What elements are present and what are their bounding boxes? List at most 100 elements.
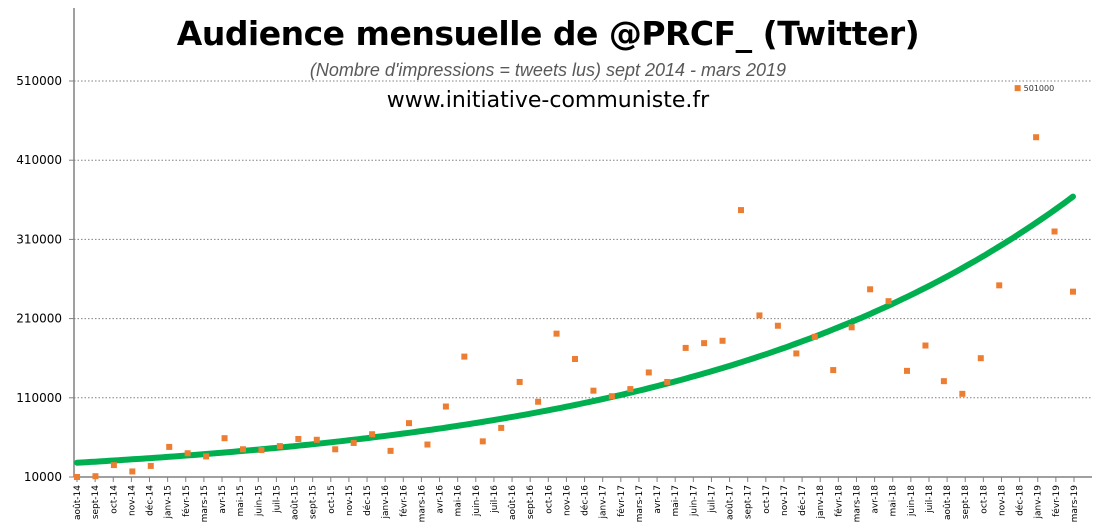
data-point xyxy=(719,337,726,344)
x-tick-label: juin-15 xyxy=(254,485,264,517)
x-tick-label: sept-15 xyxy=(309,485,319,519)
data-point xyxy=(369,431,376,438)
data-point xyxy=(240,446,246,453)
x-tick-label: juil-17 xyxy=(707,485,717,514)
data-point xyxy=(147,462,154,469)
data-point xyxy=(535,398,542,405)
data-point xyxy=(904,367,910,374)
data-point xyxy=(332,446,339,453)
x-tick-label: juil-16 xyxy=(490,485,500,514)
x-tick-label: mars-19 xyxy=(1070,485,1080,522)
data-point xyxy=(295,435,302,442)
x-tick-label: janv-19 xyxy=(1034,485,1044,520)
x-tick-label: août-16 xyxy=(508,485,518,520)
x-tick-label: nov-17 xyxy=(780,485,790,516)
x-tick-label: avr-16 xyxy=(436,485,446,514)
trendline xyxy=(74,193,1076,466)
data-point xyxy=(166,443,173,450)
chart-title: Audience mensuelle de @PRCF_ (Twitter) xyxy=(176,14,920,53)
x-tick-label: févr-15 xyxy=(181,485,192,517)
y-tick-label: 210000 xyxy=(16,312,62,326)
x-tick-label: mars-16 xyxy=(417,485,427,522)
x-tick-label: sept-16 xyxy=(526,485,536,519)
x-tick-label: janv-18 xyxy=(816,485,826,520)
data-point xyxy=(701,340,708,347)
x-tick-label: févr-17 xyxy=(616,485,627,517)
data-point xyxy=(74,474,80,480)
data-point xyxy=(387,447,394,454)
data-point xyxy=(774,322,781,329)
data-point xyxy=(738,207,744,214)
x-tick-label: août-15 xyxy=(291,485,301,520)
x-tick-label: oct-17 xyxy=(762,485,772,514)
x-tick-label: mars-17 xyxy=(635,485,645,522)
x-tick-label: sept-14 xyxy=(91,485,101,519)
x-tick-label: nov-14 xyxy=(127,485,137,516)
x-tick-label: févr-19 xyxy=(1051,485,1062,517)
x-tick-label: mai-17 xyxy=(671,485,681,516)
x-tick-label: août-18 xyxy=(943,485,953,520)
x-tick-label: juil-18 xyxy=(925,485,935,514)
x-tick-label: avr-18 xyxy=(871,485,881,514)
data-point xyxy=(129,468,136,475)
data-point xyxy=(848,324,855,331)
x-tick-label: mai-18 xyxy=(889,485,899,517)
x-tick-label: déc-17 xyxy=(797,485,808,516)
x-tick-label: nov-16 xyxy=(562,485,572,516)
x-tick-label: sept-17 xyxy=(744,485,754,519)
data-label: 501000 xyxy=(1024,84,1055,93)
data-point xyxy=(811,333,818,340)
data-point xyxy=(664,378,671,385)
data-point xyxy=(645,369,652,376)
data-point xyxy=(203,453,210,460)
data-point xyxy=(885,298,892,305)
x-tick-label: déc-14 xyxy=(145,485,156,516)
data-point xyxy=(590,387,597,394)
source-url: www.initiative-communiste.fr xyxy=(386,88,710,113)
x-tick-label: janv-17 xyxy=(599,485,609,520)
x-tick-label: sept-18 xyxy=(961,485,971,519)
x-tick-label: janv-16 xyxy=(381,485,391,520)
x-tick-label: juil-15 xyxy=(272,485,282,514)
data-point xyxy=(516,378,523,385)
y-tick-label: 110000 xyxy=(16,391,62,405)
y-tick-label: 310000 xyxy=(16,232,62,246)
data-point xyxy=(627,386,634,393)
data-point xyxy=(110,462,117,469)
data-point xyxy=(276,443,283,450)
data-point xyxy=(479,438,486,445)
y-tick-label: 510000 xyxy=(16,74,62,88)
data-point xyxy=(977,355,984,362)
data-point xyxy=(608,393,615,400)
data-point xyxy=(1033,134,1040,141)
x-tick-label: mars-15 xyxy=(200,485,210,522)
x-tick-label: oct-14 xyxy=(109,485,119,514)
x-tick-label: nov-15 xyxy=(345,485,355,516)
data-point xyxy=(830,367,837,374)
data-point xyxy=(959,390,966,397)
x-tick-label: oct-15 xyxy=(327,485,337,514)
data-point xyxy=(1051,228,1058,235)
x-tick-label: oct-18 xyxy=(979,485,989,514)
data-point xyxy=(867,286,874,293)
data-point xyxy=(940,378,947,385)
x-tick-label: févr-18 xyxy=(833,485,844,517)
data-point xyxy=(406,420,412,427)
data-point xyxy=(922,342,929,349)
data-point xyxy=(1014,85,1021,92)
data-point xyxy=(572,355,578,362)
data-point xyxy=(498,424,505,431)
y-tick-label: 10000 xyxy=(24,470,62,484)
data-point xyxy=(756,312,763,319)
x-tick-label: avr-15 xyxy=(218,485,228,514)
data-point xyxy=(996,282,1003,289)
x-tick-label: avr-17 xyxy=(653,485,663,514)
data-point xyxy=(92,473,99,480)
data-point xyxy=(442,403,449,410)
data-point xyxy=(258,447,265,454)
x-tick-label: janv-15 xyxy=(164,485,174,520)
x-tick-label: nov-18 xyxy=(997,485,1007,516)
x-tick-label: août-14 xyxy=(73,485,83,520)
x-tick-label: juin-17 xyxy=(689,485,699,517)
